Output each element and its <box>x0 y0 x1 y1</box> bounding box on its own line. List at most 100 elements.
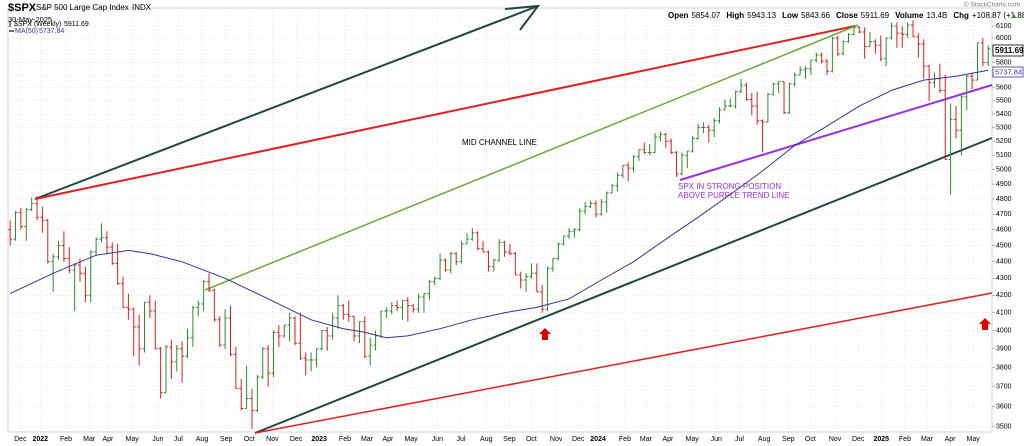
date: 30-May-2025 <box>8 15 52 24</box>
quote: Open 5854.07 High 5943.13 Low 5843.66 Close 591… <box>668 11 1024 20</box>
x-tick-label: Jul <box>174 436 183 443</box>
quote-label: Volume <box>895 11 924 20</box>
legend-price-name: $SPX (Weekly) <box>14 21 61 28</box>
quote-value: 5911.69 <box>861 11 890 20</box>
price-box <box>992 44 1024 57</box>
x-tick-label: Jun <box>711 436 722 443</box>
quote-label: Open <box>668 11 689 20</box>
y-tick-label: 5000 <box>996 166 1012 173</box>
y-tick-label: 4800 <box>996 196 1012 203</box>
x-tick-label: Mar <box>921 436 934 443</box>
x-tick-label: Apr <box>382 436 394 443</box>
price-bars <box>8 20 991 429</box>
legend-price-value: 5911.69 <box>64 21 89 28</box>
index-name: S&P 500 Large Cap Index <box>36 3 129 12</box>
up-arrow <box>979 318 991 330</box>
x-tick-label: Sep <box>782 436 795 443</box>
quote-label: Low <box>782 11 799 20</box>
arrow-head <box>504 4 541 31</box>
x-tick-label: Feb <box>60 436 72 443</box>
x-tick-label: 2023 <box>311 436 327 443</box>
y-axis: 3500 3600 3700 3800 3900 4000 4100 4200 4300 4400… <box>992 23 1012 431</box>
copyright: © StockCharts.com <box>964 1 1020 9</box>
quote-value: 5943.13 <box>747 11 776 20</box>
quote-value: 5843.66 <box>801 11 830 20</box>
y-tick-label: 3600 <box>996 403 1012 410</box>
y-tick-label: 6100 <box>996 23 1012 30</box>
x-tick-label: Mar <box>361 436 374 443</box>
x-tick-label: Oct <box>244 436 255 443</box>
y-tick-label: 5500 <box>996 98 1012 105</box>
y-tick-label: 3500 <box>996 424 1012 431</box>
x-tick-label: Feb <box>899 436 911 443</box>
y-tick-label: 4000 <box>996 327 1012 334</box>
x-tick-label: Nov <box>266 436 279 443</box>
y-tick-label: 4700 <box>996 211 1012 218</box>
x-tick-label: Aug <box>758 436 771 443</box>
legend-ma-name: MA(50) <box>15 28 38 35</box>
x-tick-label: 2022 <box>32 436 48 443</box>
x-tick-label: Apr <box>662 436 674 443</box>
x-tick-label: Dec <box>572 436 585 443</box>
annotation: MID CHANNEL LINE <box>462 138 537 147</box>
x-tick-label: Sep <box>220 436 233 443</box>
x-tick-label: Feb <box>619 436 631 443</box>
x-tick-label: Feb <box>339 436 351 443</box>
trend-line <box>34 25 856 200</box>
x-tick-label: Oct <box>526 436 537 443</box>
y-tick-label: 5400 <box>996 111 1012 118</box>
x-tick-label: Mar <box>640 436 653 443</box>
x-tick-label: Aug <box>480 436 493 443</box>
symbol: $SPX <box>8 2 37 14</box>
y-tick-label: 4100 <box>996 310 1012 317</box>
y-tick-label: 4400 <box>996 259 1012 266</box>
x-tick-label: Dec <box>290 436 303 443</box>
x-tick-label: Apr <box>103 436 115 443</box>
y-tick-label: 3700 <box>996 384 1012 391</box>
x-tick-label: May <box>686 436 700 443</box>
x-tick-label: Dec <box>14 436 27 443</box>
x-tick-label: May <box>967 436 981 443</box>
y-tick-label: 4600 <box>996 227 1012 234</box>
y-tick-label: 6000 <box>996 35 1012 42</box>
trend-line <box>34 5 539 200</box>
ma-box <box>992 66 1024 78</box>
x-tick-label: Aug <box>196 436 209 443</box>
y-tick-label: 5300 <box>996 124 1012 131</box>
x-tick-label: Jun <box>152 436 163 443</box>
ma-line <box>9 69 989 339</box>
quote-value: 5854.07 <box>691 11 720 20</box>
quote-value: +108.87 (+1.88%) <box>972 11 1024 20</box>
x-tick-label: 2025 <box>874 436 890 443</box>
y-tick-label: 4900 <box>996 181 1012 188</box>
quote-value: 13.4B <box>926 11 947 20</box>
trend-line <box>204 24 859 291</box>
x-tick-label: Jun <box>432 436 443 443</box>
price-box-label: 5911.69 <box>995 46 1024 55</box>
x-tick-label: Oct <box>805 436 816 443</box>
legend-ma-value: 5737.84 <box>39 28 64 35</box>
annotation: ABOVE PURPLE TREND LINE <box>678 191 789 200</box>
x-tick-label: May <box>126 436 140 443</box>
x-tick-label: Dec <box>852 436 865 443</box>
y-tick-label: 4300 <box>996 275 1012 282</box>
x-tick-label: Jul <box>735 436 744 443</box>
trend-line <box>254 292 993 434</box>
exchange: INDX <box>132 3 152 12</box>
trend-line <box>679 84 993 181</box>
y-tick-label: 5200 <box>996 138 1012 145</box>
y-tick-label: 4200 <box>996 292 1012 299</box>
trend-lines <box>34 4 993 434</box>
annotation: SPX IN STRONG POSITION <box>678 182 781 191</box>
y-tick-label: 3800 <box>996 364 1012 371</box>
x-tick-label: Sep <box>503 436 516 443</box>
quote-label: High <box>726 11 744 20</box>
y-tick-label: 3900 <box>996 346 1012 353</box>
up-arrow <box>539 328 551 340</box>
y-tick-label: 5600 <box>996 85 1012 92</box>
trend-line <box>254 137 993 434</box>
ma-box-label: 5737.84 <box>995 67 1022 76</box>
plot-frame <box>7 7 993 433</box>
x-tick-label: May <box>404 436 418 443</box>
